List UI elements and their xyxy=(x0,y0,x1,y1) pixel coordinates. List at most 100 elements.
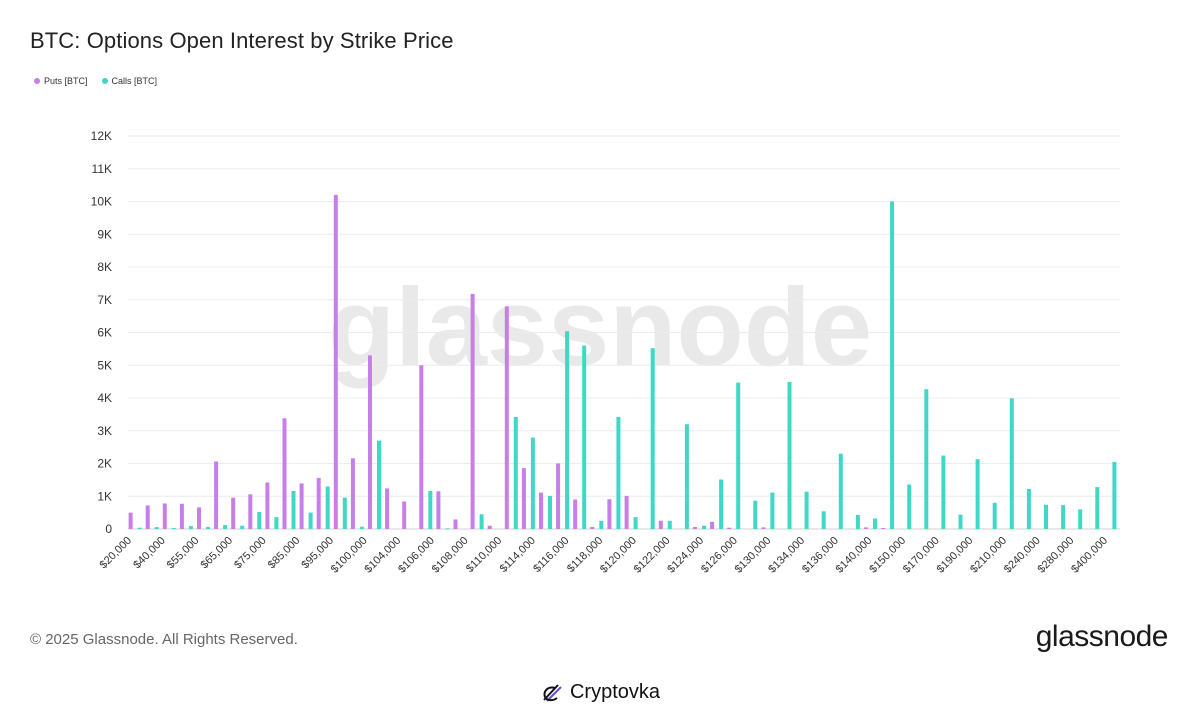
bar-puts[interactable] xyxy=(368,355,372,529)
bar-calls[interactable] xyxy=(342,497,347,529)
bar-puts[interactable] xyxy=(265,482,270,530)
bar-calls[interactable] xyxy=(582,345,587,529)
bar-puts[interactable] xyxy=(333,194,338,529)
bar-puts[interactable] xyxy=(693,527,697,529)
bar-puts[interactable] xyxy=(231,497,236,529)
bar-puts[interactable] xyxy=(881,528,886,529)
bar-calls[interactable] xyxy=(1026,489,1031,529)
bar-puts[interactable] xyxy=(299,483,304,530)
bar-calls[interactable] xyxy=(1095,487,1100,529)
bar-calls[interactable] xyxy=(325,486,330,529)
bar-puts[interactable] xyxy=(350,458,355,529)
bar-calls[interactable] xyxy=(565,331,570,529)
bar-puts[interactable] xyxy=(248,494,253,529)
bar-calls[interactable] xyxy=(616,417,621,529)
bar-calls[interactable] xyxy=(1112,461,1117,529)
y-tick-label: 1K xyxy=(97,489,112,503)
bar-puts[interactable] xyxy=(419,365,424,530)
bar-calls[interactable] xyxy=(633,517,638,529)
bar-calls[interactable] xyxy=(838,453,843,529)
bar-calls[interactable] xyxy=(445,528,450,530)
bar-calls[interactable] xyxy=(804,491,809,529)
bar-calls[interactable] xyxy=(821,511,826,529)
bar-calls[interactable] xyxy=(428,491,433,529)
bar-calls[interactable] xyxy=(958,514,963,529)
bar-calls[interactable] xyxy=(530,437,535,529)
bar-calls[interactable] xyxy=(291,491,296,529)
bar-calls[interactable] xyxy=(1061,505,1066,529)
bar-calls[interactable] xyxy=(223,525,228,529)
bar-puts[interactable] xyxy=(521,468,526,529)
bar-calls[interactable] xyxy=(702,525,706,529)
bar-calls[interactable] xyxy=(890,201,895,530)
bar-puts[interactable] xyxy=(402,501,407,530)
bar-calls[interactable] xyxy=(479,514,484,529)
bar-puts[interactable] xyxy=(470,293,475,529)
bar-puts[interactable] xyxy=(727,527,732,529)
bar-puts[interactable] xyxy=(197,507,201,529)
bar-puts[interactable] xyxy=(539,492,543,529)
bar-calls[interactable] xyxy=(548,495,552,529)
bar-calls[interactable] xyxy=(1044,504,1048,529)
bar-puts[interactable] xyxy=(864,527,868,529)
bar-calls[interactable] xyxy=(274,517,279,529)
bar-calls[interactable] xyxy=(599,520,604,529)
bar-puts[interactable] xyxy=(214,461,219,530)
bar-puts[interactable] xyxy=(658,520,663,529)
bar-calls[interactable] xyxy=(753,500,758,529)
bar-calls[interactable] xyxy=(770,492,775,529)
x-tick-label: $65,000 xyxy=(199,535,236,572)
x-tick-label: $75,000 xyxy=(232,535,269,572)
bar-puts[interactable] xyxy=(761,527,766,529)
bar-puts[interactable] xyxy=(556,463,561,530)
legend-item-puts[interactable]: Puts [BTC] xyxy=(34,76,88,86)
bar-calls[interactable] xyxy=(513,417,518,529)
bar-puts[interactable] xyxy=(607,499,612,529)
bar-calls[interactable] xyxy=(787,382,792,529)
bar-calls[interactable] xyxy=(171,528,176,529)
bar-calls[interactable] xyxy=(154,527,159,529)
bar-calls[interactable] xyxy=(257,512,262,529)
credit-text: Cryptovka xyxy=(569,681,661,703)
bar-puts[interactable] xyxy=(385,488,390,529)
bar-puts[interactable] xyxy=(145,505,150,529)
bar-puts[interactable] xyxy=(436,491,441,529)
bar-calls[interactable] xyxy=(667,520,672,529)
bar-calls[interactable] xyxy=(359,526,364,529)
bar-calls[interactable] xyxy=(941,455,946,529)
bar-calls[interactable] xyxy=(308,512,313,529)
bar-calls[interactable] xyxy=(206,527,210,529)
bar-puts[interactable] xyxy=(162,503,167,530)
bar-calls[interactable] xyxy=(1009,398,1014,529)
bar-calls[interactable] xyxy=(855,514,860,529)
bar-puts[interactable] xyxy=(128,512,133,529)
bar-puts[interactable] xyxy=(179,503,184,529)
bar-calls[interactable] xyxy=(907,484,912,530)
bar-calls[interactable] xyxy=(719,479,724,530)
legend-label-puts: Puts [BTC] xyxy=(44,76,88,86)
bar-calls[interactable] xyxy=(736,382,741,529)
bar-calls[interactable] xyxy=(924,389,929,529)
bar-puts[interactable] xyxy=(573,499,578,530)
bar-calls[interactable] xyxy=(377,440,381,529)
bar-puts[interactable] xyxy=(624,495,629,529)
cryptovka-logo-icon xyxy=(540,682,564,704)
bar-puts[interactable] xyxy=(710,521,715,529)
bar-calls[interactable] xyxy=(684,424,689,529)
bar-calls[interactable] xyxy=(873,518,877,530)
bar-puts[interactable] xyxy=(590,527,595,529)
bar-calls[interactable] xyxy=(240,525,245,529)
bar-calls[interactable] xyxy=(650,348,655,529)
bar-calls[interactable] xyxy=(1078,509,1083,529)
bar-puts[interactable] xyxy=(487,525,492,529)
x-tick-label: $20,000 xyxy=(98,535,135,572)
bar-calls[interactable] xyxy=(975,459,980,529)
bar-puts[interactable] xyxy=(282,418,287,529)
bar-puts[interactable] xyxy=(316,477,321,529)
legend-item-calls[interactable]: Calls [BTC] xyxy=(101,76,157,86)
bar-puts[interactable] xyxy=(453,519,458,530)
bar-calls[interactable] xyxy=(188,526,193,529)
bar-puts[interactable] xyxy=(504,306,509,529)
bar-calls[interactable] xyxy=(137,527,142,529)
bar-calls[interactable] xyxy=(992,502,997,529)
